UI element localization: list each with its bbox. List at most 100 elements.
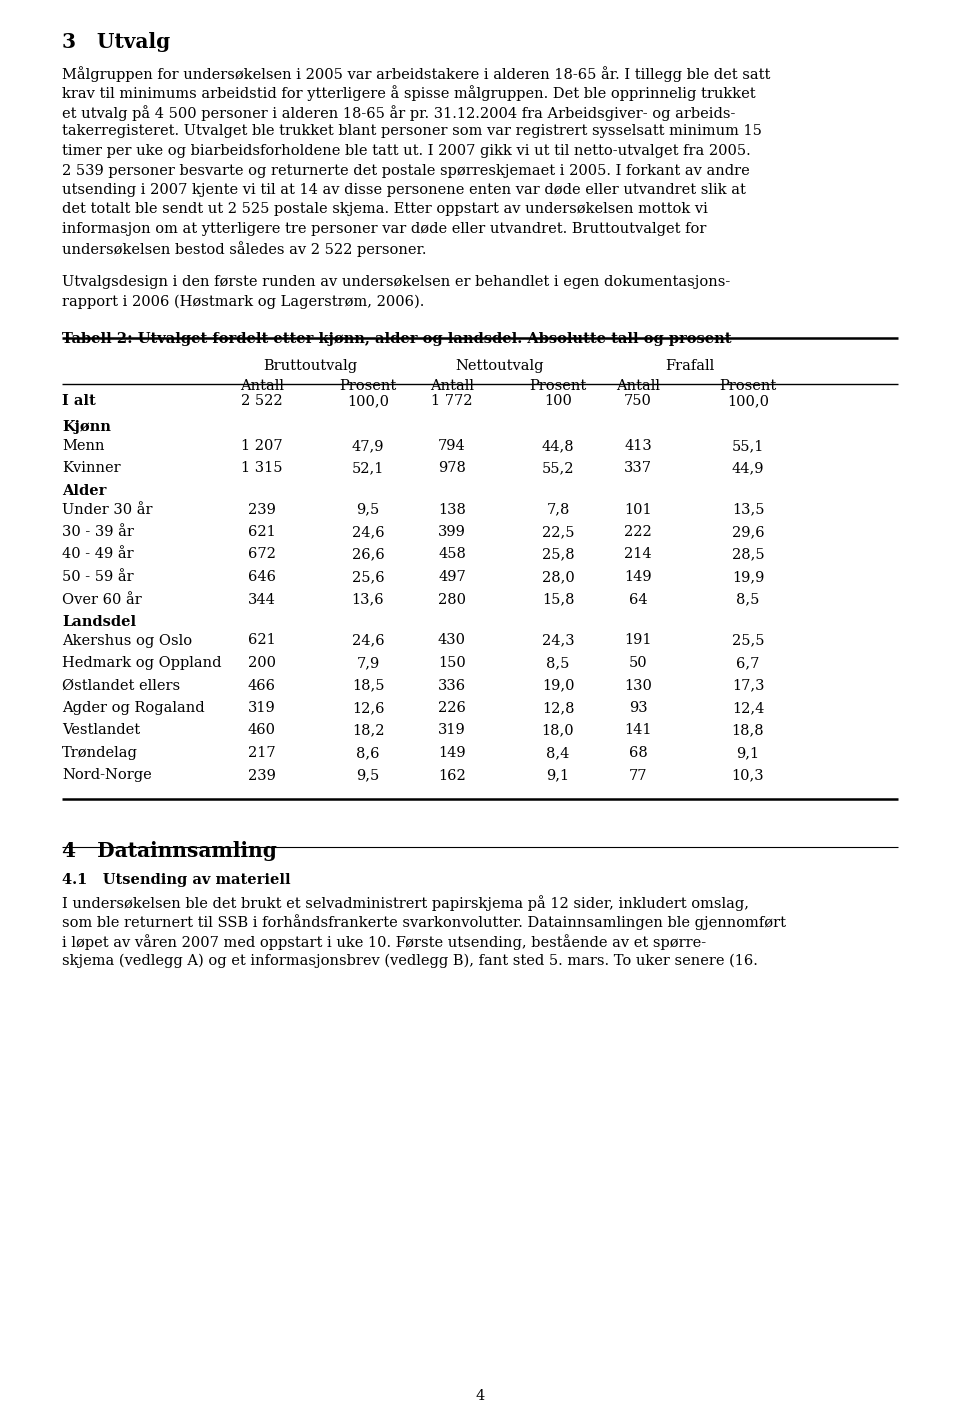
Text: 28,5: 28,5 bbox=[732, 548, 764, 562]
Text: Alder: Alder bbox=[62, 484, 107, 498]
Text: 22,5: 22,5 bbox=[541, 525, 574, 539]
Text: 13,6: 13,6 bbox=[351, 593, 384, 607]
Text: Hedmark og Oppland: Hedmark og Oppland bbox=[62, 657, 222, 669]
Text: 100,0: 100,0 bbox=[347, 393, 389, 408]
Text: 25,5: 25,5 bbox=[732, 634, 764, 648]
Text: 217: 217 bbox=[249, 746, 276, 760]
Text: 7,9: 7,9 bbox=[356, 657, 379, 669]
Text: utsending i 2007 kjente vi til at 14 av disse personene enten var døde eller utv: utsending i 2007 kjente vi til at 14 av … bbox=[62, 183, 746, 197]
Text: Menn: Menn bbox=[62, 439, 105, 453]
Text: 68: 68 bbox=[629, 746, 647, 760]
Text: I undersøkelsen ble det brukt et selvadministrert papirskjema på 12 sider, inklu: I undersøkelsen ble det brukt et selvadm… bbox=[62, 896, 749, 911]
Text: 26,6: 26,6 bbox=[351, 548, 384, 562]
Text: 7,8: 7,8 bbox=[546, 502, 569, 516]
Text: Antall: Antall bbox=[616, 379, 660, 393]
Text: Prosent: Prosent bbox=[340, 379, 396, 393]
Text: et utvalg på 4 500 personer i alderen 18-65 år pr. 31.12.2004 fra Arbeidsgiver- : et utvalg på 4 500 personer i alderen 18… bbox=[62, 105, 735, 120]
Text: 466: 466 bbox=[248, 679, 276, 692]
Text: Under 30 år: Under 30 år bbox=[62, 502, 153, 516]
Text: 13,5: 13,5 bbox=[732, 502, 764, 516]
Text: 130: 130 bbox=[624, 679, 652, 692]
Text: 149: 149 bbox=[624, 570, 652, 584]
Text: 646: 646 bbox=[248, 570, 276, 584]
Text: 47,9: 47,9 bbox=[351, 439, 384, 453]
Text: 12,4: 12,4 bbox=[732, 700, 764, 715]
Text: 200: 200 bbox=[248, 657, 276, 669]
Text: Antall: Antall bbox=[240, 379, 284, 393]
Text: 458: 458 bbox=[438, 548, 466, 562]
Text: 50 - 59 år: 50 - 59 år bbox=[62, 570, 133, 584]
Text: 100: 100 bbox=[544, 393, 572, 408]
Text: 149: 149 bbox=[438, 746, 466, 760]
Text: 319: 319 bbox=[248, 700, 276, 715]
Text: 150: 150 bbox=[438, 657, 466, 669]
Text: 18,2: 18,2 bbox=[351, 723, 384, 737]
Text: 50: 50 bbox=[629, 657, 647, 669]
Text: informasjon om at ytterligere tre personer var døde eller utvandret. Bruttoutval: informasjon om at ytterligere tre person… bbox=[62, 222, 707, 236]
Text: rapport i 2006 (Høstmark og Lagerstrøm, 2006).: rapport i 2006 (Høstmark og Lagerstrøm, … bbox=[62, 294, 424, 308]
Text: 6,7: 6,7 bbox=[736, 657, 759, 669]
Text: 9,1: 9,1 bbox=[736, 746, 759, 760]
Text: 978: 978 bbox=[438, 461, 466, 475]
Text: 18,5: 18,5 bbox=[351, 679, 384, 692]
Text: 10,3: 10,3 bbox=[732, 768, 764, 782]
Text: Nettoutvalg: Nettoutvalg bbox=[456, 359, 544, 374]
Text: Tabell 2: Utvalget fordelt etter kjønn, alder og landsdel. Absolutte tall og pro: Tabell 2: Utvalget fordelt etter kjønn, … bbox=[62, 333, 732, 347]
Text: 4   Datainnsamling: 4 Datainnsamling bbox=[62, 841, 276, 860]
Text: 399: 399 bbox=[438, 525, 466, 539]
Text: 239: 239 bbox=[248, 502, 276, 516]
Text: som ble returnert til SSB i forhåndsfrankerte svarkonvolutter. Datainnsamlingen : som ble returnert til SSB i forhåndsfran… bbox=[62, 914, 786, 931]
Text: 8,5: 8,5 bbox=[546, 657, 569, 669]
Text: 280: 280 bbox=[438, 593, 466, 607]
Text: 18,0: 18,0 bbox=[541, 723, 574, 737]
Text: 222: 222 bbox=[624, 525, 652, 539]
Text: 621: 621 bbox=[248, 525, 276, 539]
Text: Prosent: Prosent bbox=[719, 379, 777, 393]
Text: 319: 319 bbox=[438, 723, 466, 737]
Text: 44,8: 44,8 bbox=[541, 439, 574, 453]
Text: Antall: Antall bbox=[430, 379, 474, 393]
Text: 214: 214 bbox=[624, 548, 652, 562]
Text: 29,6: 29,6 bbox=[732, 525, 764, 539]
Text: krav til minimums arbeidstid for ytterligere å spisse målgruppen. Det ble opprin: krav til minimums arbeidstid for ytterli… bbox=[62, 85, 756, 102]
Text: 337: 337 bbox=[624, 461, 652, 475]
Text: 100,0: 100,0 bbox=[727, 393, 769, 408]
Text: 101: 101 bbox=[624, 502, 652, 516]
Text: 24,6: 24,6 bbox=[351, 525, 384, 539]
Text: 4: 4 bbox=[475, 1390, 485, 1404]
Text: 2 522: 2 522 bbox=[241, 393, 283, 408]
Text: I alt: I alt bbox=[62, 393, 96, 408]
Text: i løpet av våren 2007 med oppstart i uke 10. Første utsending, bestående av et s: i løpet av våren 2007 med oppstart i uke… bbox=[62, 934, 707, 949]
Text: Frafall: Frafall bbox=[665, 359, 714, 374]
Text: 794: 794 bbox=[438, 439, 466, 453]
Text: 138: 138 bbox=[438, 502, 466, 516]
Text: takerregisteret. Utvalget ble trukket blant personer som var registrert sysselsa: takerregisteret. Utvalget ble trukket bl… bbox=[62, 125, 762, 139]
Text: 24,6: 24,6 bbox=[351, 634, 384, 648]
Text: 141: 141 bbox=[624, 723, 652, 737]
Text: 460: 460 bbox=[248, 723, 276, 737]
Text: 55,2: 55,2 bbox=[541, 461, 574, 475]
Text: Målgruppen for undersøkelsen i 2005 var arbeidstakere i alderen 18-65 år. I till: Målgruppen for undersøkelsen i 2005 var … bbox=[62, 67, 770, 82]
Text: 52,1: 52,1 bbox=[351, 461, 384, 475]
Text: Landsdel: Landsdel bbox=[62, 616, 136, 630]
Text: 162: 162 bbox=[438, 768, 466, 782]
Text: 191: 191 bbox=[624, 634, 652, 648]
Text: 1 315: 1 315 bbox=[241, 461, 283, 475]
Text: 1 207: 1 207 bbox=[241, 439, 283, 453]
Text: 9,1: 9,1 bbox=[546, 768, 569, 782]
Text: 15,8: 15,8 bbox=[541, 593, 574, 607]
Text: timer per uke og biarbeidsforholdene ble tatt ut. I 2007 gikk vi ut til netto-ut: timer per uke og biarbeidsforholdene ble… bbox=[62, 144, 751, 158]
Text: 9,5: 9,5 bbox=[356, 502, 379, 516]
Text: 25,8: 25,8 bbox=[541, 548, 574, 562]
Text: Østlandet ellers: Østlandet ellers bbox=[62, 679, 180, 692]
Text: 55,1: 55,1 bbox=[732, 439, 764, 453]
Text: 239: 239 bbox=[248, 768, 276, 782]
Text: 8,6: 8,6 bbox=[356, 746, 380, 760]
Text: 8,4: 8,4 bbox=[546, 746, 569, 760]
Text: Trøndelag: Trøndelag bbox=[62, 746, 138, 760]
Text: 28,0: 28,0 bbox=[541, 570, 574, 584]
Text: 40 - 49 år: 40 - 49 år bbox=[62, 548, 133, 562]
Text: Prosent: Prosent bbox=[529, 379, 587, 393]
Text: Nord-Norge: Nord-Norge bbox=[62, 768, 152, 782]
Text: Bruttoutvalg: Bruttoutvalg bbox=[263, 359, 357, 374]
